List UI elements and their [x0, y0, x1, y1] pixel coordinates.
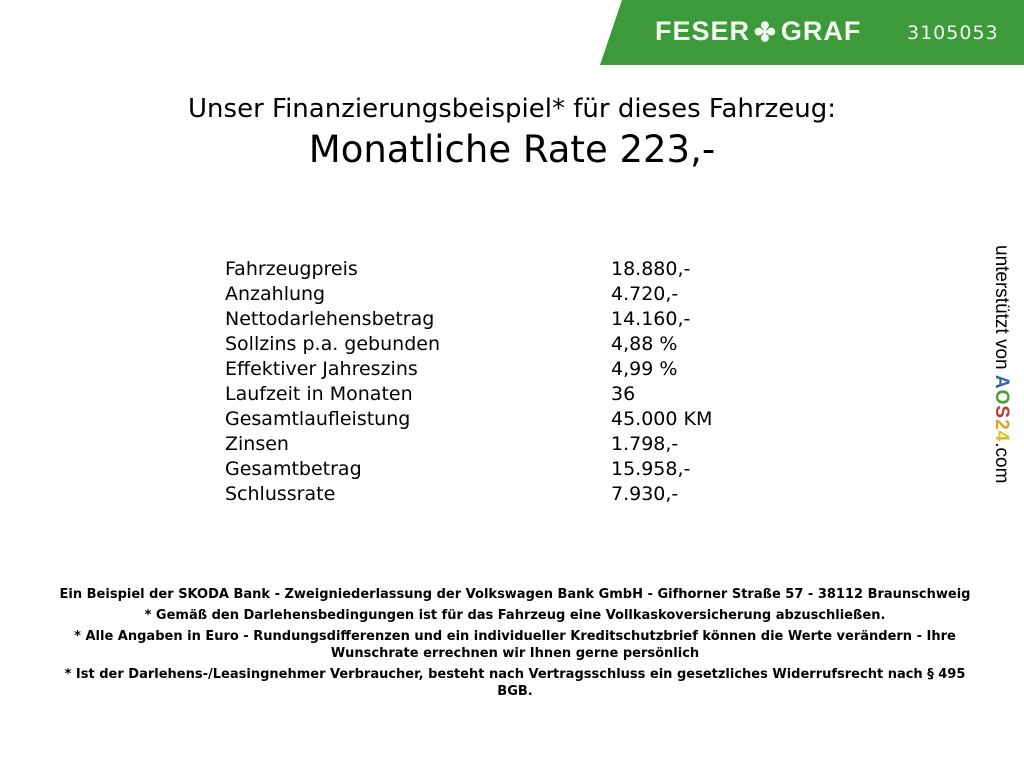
footer-line: * Ist der Darlehens-/Leasingnehmer Verbr…: [64, 667, 966, 699]
row-value: 14.160,-: [611, 308, 691, 330]
row-value: 7.930,-: [611, 483, 679, 505]
row-value: 4,99 %: [611, 358, 678, 380]
footer-line: Ein Beispiel der SKODA Bank - Zweigniede…: [59, 587, 971, 602]
row-value: 15.958,-: [611, 458, 691, 480]
row-label: Effektiver Jahreszins: [225, 358, 418, 380]
aos24-suffix: .com: [991, 442, 1012, 484]
footer-line: * Gemäß den Darlehensbedingungen ist für…: [144, 608, 886, 623]
table-row: Nettodarlehensbetrag 14.160,-: [225, 307, 825, 332]
table-row: Anzahlung 4.720,-: [225, 282, 825, 307]
row-value: 1.798,-: [611, 433, 679, 455]
table-row: Zinsen 1.798,-: [225, 432, 825, 457]
footer-line: * Alle Angaben in Euro - Rundungsdiffere…: [74, 629, 956, 661]
row-value: 4,88 %: [611, 333, 678, 355]
row-label: Fahrzeugpreis: [225, 258, 358, 280]
legal-footer: Ein Beispiel der SKODA Bank - Zweigniede…: [50, 586, 980, 704]
row-label: Sollzins p.a. gebunden: [225, 333, 440, 355]
row-label: Nettodarlehensbetrag: [225, 308, 435, 330]
vehicle-code: 3105053: [907, 22, 999, 44]
table-row: Fahrzeugpreis 18.880,-: [225, 257, 825, 282]
logo-text-feser: FESER: [655, 16, 751, 46]
table-row: Laufzeit in Monaten 36: [225, 382, 825, 407]
row-label: Laufzeit in Monaten: [225, 383, 413, 405]
table-row: Effektiver Jahreszins 4,99 %: [225, 357, 825, 382]
header-banner: [600, 0, 1024, 65]
row-label: Anzahlung: [225, 283, 326, 305]
financing-heading: Unser Finanzierungsbeispiel* für dieses …: [188, 94, 836, 124]
logo-text-graf: GRAF: [780, 16, 862, 46]
table-row: Gesamtbetrag 15.958,-: [225, 457, 825, 482]
row-label: Gesamtbetrag: [225, 458, 362, 480]
monthly-rate: Monatliche Rate 223,-: [308, 128, 716, 171]
table-row: Sollzins p.a. gebunden 4,88 %: [225, 332, 825, 357]
table-row: Gesamtlaufleistung 45.000 KM: [225, 407, 825, 432]
row-value: 36: [611, 383, 636, 405]
row-label: Schlussrate: [225, 483, 336, 505]
supported-by-text: unterstützt von: [991, 245, 1012, 370]
clover-icon: ✤: [754, 16, 777, 47]
row-label: Gesamtlaufleistung: [225, 408, 411, 430]
table-row: Schlussrate 7.930,-: [225, 482, 825, 507]
supported-by-aos24: unterstützt von AOS24.com: [990, 245, 1012, 483]
row-value: 4.720,-: [611, 283, 679, 305]
financing-table: Fahrzeugpreis 18.880,- Anzahlung 4.720,- N…: [225, 257, 825, 507]
aos24-logo: AOS24: [991, 374, 1012, 443]
row-label: Zinsen: [225, 433, 289, 455]
feser-graf-logo: FESER ✤ GRAF: [655, 16, 861, 47]
row-value: 18.880,-: [611, 258, 691, 280]
row-value: 45.000 KM: [611, 408, 713, 430]
